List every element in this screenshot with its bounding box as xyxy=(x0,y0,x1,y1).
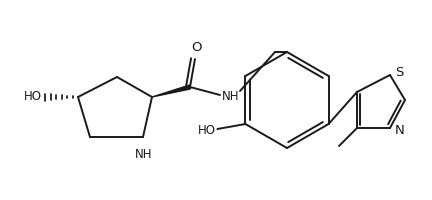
Text: NH: NH xyxy=(135,148,153,161)
Text: HO: HO xyxy=(24,90,42,104)
Text: O: O xyxy=(191,41,201,54)
Polygon shape xyxy=(152,85,191,97)
Text: HO: HO xyxy=(197,124,216,138)
Text: S: S xyxy=(395,66,403,79)
Text: NH: NH xyxy=(222,90,239,102)
Text: N: N xyxy=(395,123,405,136)
